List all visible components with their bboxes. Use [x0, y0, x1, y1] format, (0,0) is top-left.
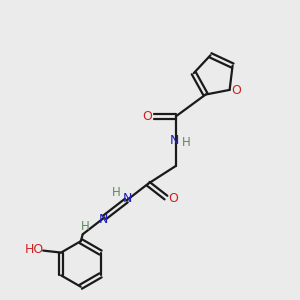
- Text: O: O: [232, 84, 242, 98]
- Text: H: H: [182, 136, 190, 148]
- Text: N: N: [170, 134, 180, 147]
- Text: H: H: [81, 220, 90, 233]
- Text: N: N: [123, 192, 132, 205]
- Text: O: O: [142, 110, 152, 123]
- Text: N: N: [99, 213, 108, 226]
- Text: O: O: [168, 192, 178, 205]
- Text: H: H: [112, 186, 121, 199]
- Text: HO: HO: [25, 243, 44, 256]
